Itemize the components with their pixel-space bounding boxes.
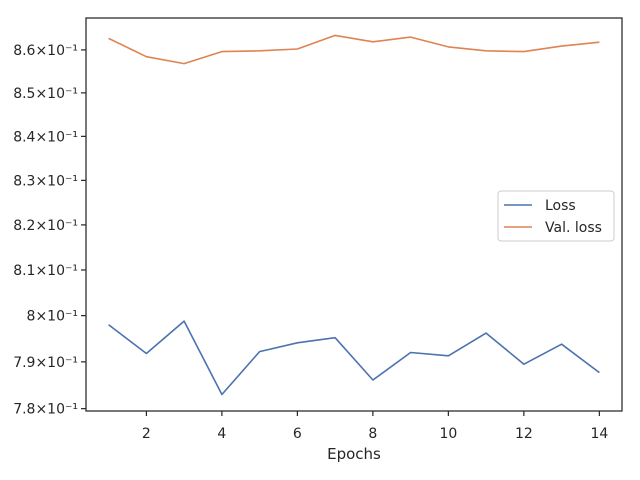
y-tick-label: 7.9×10⁻¹: [13, 355, 78, 371]
x-tick-label: 12: [515, 426, 533, 442]
legend: Loss Val. loss: [497, 190, 615, 242]
legend-label: Loss: [545, 198, 576, 214]
y-tick-label: 8.5×10⁻¹: [13, 86, 78, 102]
plot-frame: [85, 17, 623, 412]
legend-box: [497, 190, 615, 242]
y-tick-label: 8×10⁻¹: [27, 309, 78, 325]
legend-label: Val. loss: [545, 220, 602, 236]
x-tick-label: 4: [217, 426, 226, 442]
x-tick-label: 14: [590, 426, 608, 442]
series-lines: [108, 34, 600, 396]
x-tick-label: 10: [439, 426, 457, 442]
y-tick-label: 8.2×10⁻¹: [13, 218, 78, 234]
x-axis-label: Epochs: [327, 445, 381, 463]
y-tick-label: 8.3×10⁻¹: [13, 173, 78, 189]
x-tick-label: 2: [142, 426, 151, 442]
y-tick-label: 7.8×10⁻¹: [13, 402, 78, 418]
x-tick-label: 6: [293, 426, 302, 442]
y-tick-label: 8.6×10⁻¹: [13, 43, 78, 59]
series-line-1: [108, 34, 600, 65]
y-tick-label: 8.4×10⁻¹: [13, 129, 78, 145]
y-tick-label: 8.1×10⁻¹: [13, 263, 78, 279]
x-axis-ticks: 2 4 6 8 10 12 14: [142, 411, 608, 442]
y-axis-ticks: 7.8×10⁻¹ 7.9×10⁻¹ 8×10⁻¹ 8.1×10⁻¹ 8.2×10⁻¹ 8.…: [13, 43, 86, 418]
x-tick-label: 8: [368, 426, 377, 442]
series-line-0: [108, 320, 600, 396]
